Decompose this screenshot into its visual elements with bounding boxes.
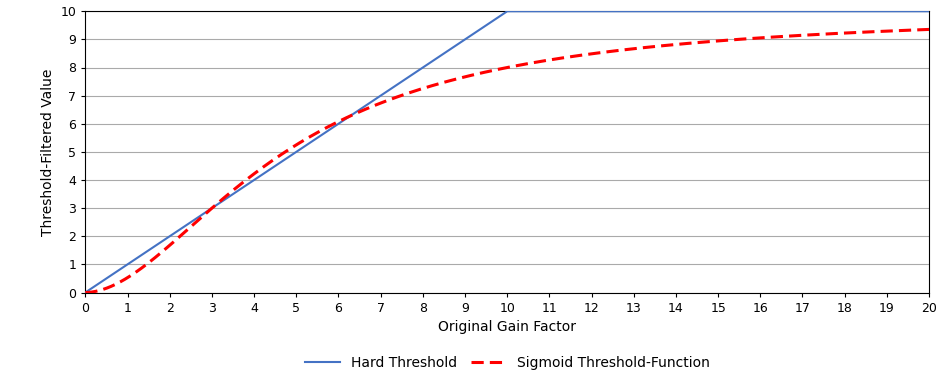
Sigmoid Threshold-Function [629, 46, 640, 51]
Sigmoid Threshold-Function [80, 290, 91, 295]
X-axis label: Original Gain Factor: Original Gain Factor [438, 320, 576, 334]
Line: Hard Threshold: Hard Threshold [85, 11, 929, 292]
Sigmoid Threshold-Function [923, 27, 935, 32]
Hard Threshold [923, 9, 935, 14]
Hard Threshold [629, 9, 640, 14]
Hard Threshold [402, 75, 413, 80]
Y-axis label: Threshold-Filtered Value: Threshold-Filtered Value [41, 68, 55, 236]
Sigmoid Threshold-Function [709, 39, 720, 44]
Hard Threshold [501, 9, 513, 14]
Hard Threshold [774, 9, 785, 14]
Hard Threshold [709, 9, 720, 14]
Hard Threshold [233, 188, 245, 193]
Hard Threshold [586, 9, 597, 14]
Sigmoid Threshold-Function [402, 91, 413, 96]
Sigmoid Threshold-Function [774, 34, 785, 39]
Sigmoid Threshold-Function [586, 52, 597, 56]
Legend: Hard Threshold, Sigmoid Threshold-Function: Hard Threshold, Sigmoid Threshold-Functi… [300, 350, 715, 375]
Hard Threshold [80, 290, 91, 295]
Line: Sigmoid Threshold-Function: Sigmoid Threshold-Function [85, 29, 929, 292]
Sigmoid Threshold-Function [233, 184, 245, 188]
